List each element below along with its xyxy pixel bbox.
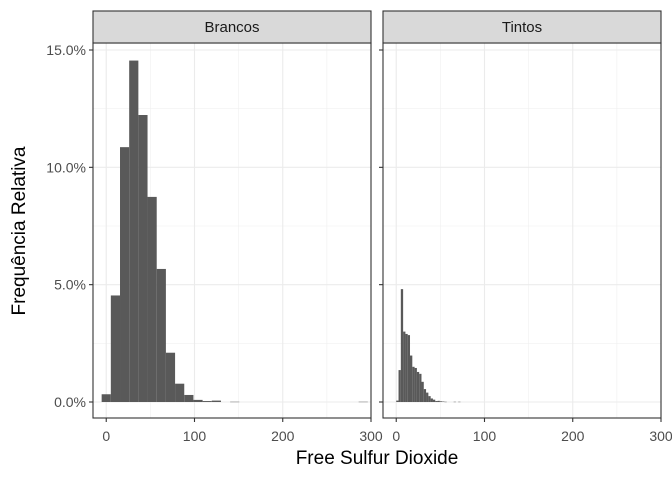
facet-strip xyxy=(92,10,372,44)
x-tick-label: 0 xyxy=(392,428,400,444)
y-axis: 0.0% 5.0% 10.0% 15.0% xyxy=(46,42,93,410)
histogram-bar-brancos-7 xyxy=(165,352,176,402)
histogram-bar-tintos-3 xyxy=(403,331,406,402)
histogram-bar-brancos-0 xyxy=(101,394,111,402)
histogram-bar-tintos-10 xyxy=(419,373,422,402)
y-tick-label: 10.0% xyxy=(46,159,86,175)
histogram-bar-tintos-1 xyxy=(398,370,401,402)
x-tick-label: 200 xyxy=(561,428,585,444)
y-tick-label: 5.0% xyxy=(54,277,86,293)
panels-layer: Brancos 0 100 200 300 Tintos 0 100 200 300 xyxy=(92,10,672,444)
histogram-bar-tintos-0 xyxy=(396,400,399,402)
facet-strip xyxy=(382,10,662,44)
histogram-bar-tintos-18 xyxy=(437,400,440,402)
histogram-bar-tintos-8 xyxy=(414,367,417,402)
histogram-bar-tintos-5 xyxy=(407,335,411,402)
facet-strip-label: Brancos xyxy=(204,19,259,36)
histogram-bar-tintos-17 xyxy=(435,401,438,402)
x-tick-label: 300 xyxy=(359,428,383,444)
histogram-bar-tintos-12 xyxy=(423,389,427,402)
histogram-bar-tintos-7 xyxy=(412,366,415,402)
x-axis-title: Free Sulfur Dioxide xyxy=(296,448,459,469)
histogram-bar-tintos-13 xyxy=(426,392,429,402)
histogram-bar-tintos-4 xyxy=(405,333,408,402)
histogram-bar-tintos-6 xyxy=(410,355,413,402)
x-tick-label: 100 xyxy=(183,428,207,444)
y-tick-label: 15.0% xyxy=(46,42,86,58)
x-tick-label: 0 xyxy=(102,428,110,444)
histogram-bar-tintos-14 xyxy=(428,396,431,402)
histogram-bar-tintos-15 xyxy=(430,398,433,402)
x-tick-label: 100 xyxy=(473,428,497,444)
histogram-bar-tintos-19 xyxy=(439,401,443,402)
histogram-bar-brancos-3 xyxy=(129,60,139,403)
facet-strip-label: Tintos xyxy=(502,19,542,36)
y-tick-label: 0.0% xyxy=(54,394,86,410)
histogram-bar-brancos-8 xyxy=(175,383,185,402)
histogram-bar-brancos-10 xyxy=(193,399,203,402)
panel-background xyxy=(383,43,661,418)
histogram-bar-brancos-1 xyxy=(110,295,121,402)
x-tick-label: 300 xyxy=(649,428,672,444)
histogram-bar-brancos-5 xyxy=(147,196,157,402)
histogram-bar-brancos-12 xyxy=(211,400,221,402)
histogram-bar-brancos-9 xyxy=(184,394,194,402)
histogram-bar-brancos-6 xyxy=(156,268,166,402)
histogram-bar-tintos-2 xyxy=(400,289,404,402)
histogram-bar-tintos-16 xyxy=(432,399,436,402)
histogram-bar-tintos-9 xyxy=(416,371,420,402)
panel-tintos: Tintos 0 100 200 300 xyxy=(379,10,672,444)
histogram-bar-brancos-2 xyxy=(120,147,130,402)
panel-brancos: Brancos 0 100 200 300 xyxy=(92,10,383,444)
histogram-bar-brancos-4 xyxy=(138,115,148,402)
histogram-bar-brancos-11 xyxy=(202,401,212,402)
x-tick-label: 200 xyxy=(271,428,295,444)
y-axis-title: Frequência Relativa xyxy=(9,146,30,315)
histogram-bar-tintos-11 xyxy=(421,381,424,402)
